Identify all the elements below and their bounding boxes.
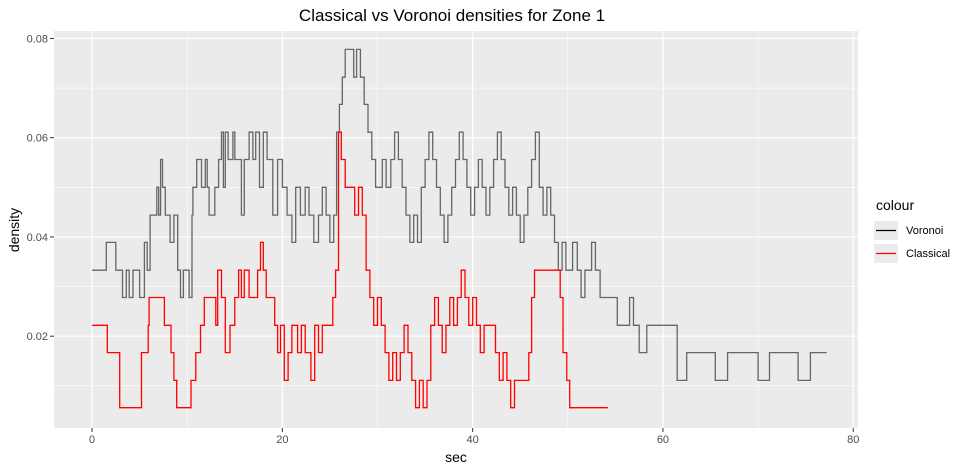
x-axis-title: sec	[445, 449, 467, 465]
x-axis-ticks: 0 20 40 60 80	[89, 428, 859, 446]
series-group	[92, 48, 827, 409]
x-tick-label: 80	[847, 434, 859, 446]
grid	[54, 31, 858, 428]
y-axis-ticks: 0.02 0.04 0.06 0.08	[27, 33, 54, 343]
legend-label-voronoi: Voronoi	[906, 225, 943, 237]
series-line-classical	[92, 131, 608, 409]
x-tick-label: 60	[657, 434, 669, 446]
plot-panel	[54, 31, 858, 428]
y-axis-title: density	[6, 208, 22, 252]
y-tick-label: 0.04	[27, 232, 48, 244]
chart-title: Classical vs Voronoi densities for Zone …	[299, 6, 605, 25]
series-line-voronoi	[92, 48, 827, 382]
y-tick-label: 0.02	[27, 331, 48, 343]
x-tick-label: 40	[467, 434, 479, 446]
legend-label-classical: Classical	[906, 248, 950, 260]
y-tick-label: 0.06	[27, 133, 48, 145]
legend: colour Voronoi Classical	[874, 197, 950, 263]
legend-title: colour	[876, 197, 914, 213]
x-tick-label: 20	[276, 434, 288, 446]
y-tick-label: 0.08	[27, 33, 48, 45]
x-tick-label: 0	[89, 434, 95, 446]
